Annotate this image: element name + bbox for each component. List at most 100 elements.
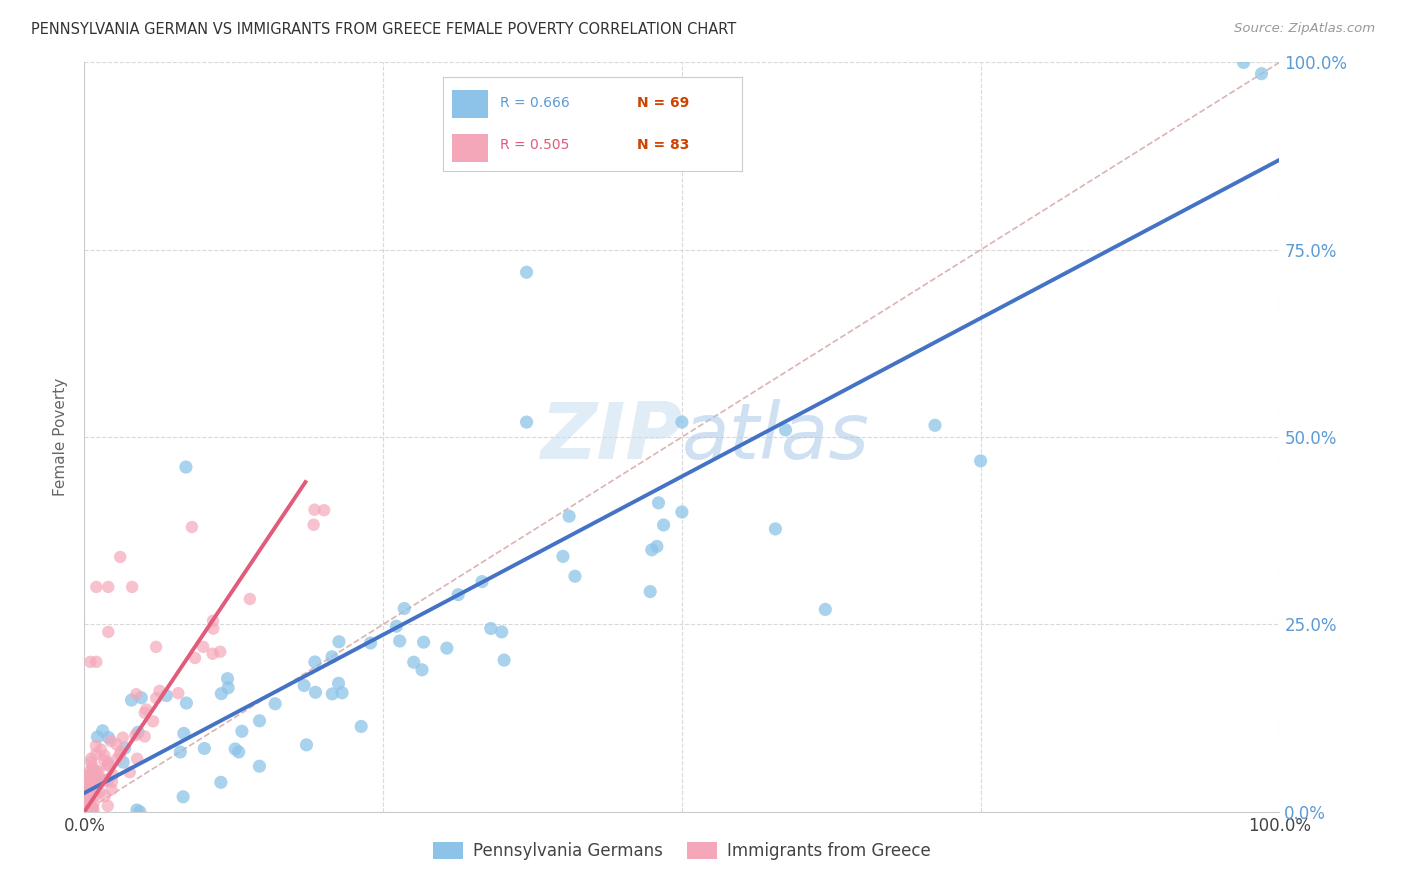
Point bbox=[201, 647, 224, 661]
Point bbox=[134, 706, 156, 720]
Point bbox=[97, 757, 120, 772]
Point bbox=[193, 741, 215, 756]
Point bbox=[79, 779, 101, 793]
Point bbox=[558, 509, 581, 524]
Point bbox=[145, 640, 167, 654]
Point bbox=[321, 649, 343, 664]
Point bbox=[969, 454, 991, 468]
Point bbox=[101, 774, 124, 789]
Point bbox=[304, 655, 326, 669]
Point bbox=[224, 742, 246, 756]
Point bbox=[125, 803, 148, 817]
Point bbox=[647, 496, 669, 510]
Point bbox=[814, 602, 837, 616]
Point bbox=[84, 739, 107, 753]
Point bbox=[127, 725, 149, 739]
Point bbox=[91, 723, 114, 738]
Point bbox=[100, 734, 122, 748]
Point bbox=[118, 765, 141, 780]
Point bbox=[86, 772, 108, 786]
Point bbox=[89, 785, 111, 799]
Point bbox=[97, 731, 120, 745]
Point bbox=[292, 678, 315, 692]
Point bbox=[471, 574, 494, 589]
Point bbox=[202, 622, 225, 636]
Point bbox=[1250, 67, 1272, 81]
Point bbox=[84, 747, 107, 762]
Point bbox=[167, 686, 190, 700]
Point bbox=[82, 758, 104, 772]
Point bbox=[516, 265, 538, 279]
Point bbox=[217, 672, 239, 686]
Point bbox=[77, 805, 100, 819]
Point bbox=[94, 773, 117, 788]
Point bbox=[86, 580, 108, 594]
Point bbox=[217, 681, 239, 695]
Point bbox=[149, 684, 172, 698]
Point bbox=[551, 145, 574, 160]
Point bbox=[314, 503, 336, 517]
Point bbox=[80, 751, 103, 765]
Point bbox=[100, 782, 122, 797]
Point bbox=[105, 738, 128, 752]
Point bbox=[83, 796, 105, 810]
Point bbox=[128, 805, 150, 819]
Point bbox=[76, 780, 98, 795]
Point bbox=[79, 764, 101, 779]
Point bbox=[209, 687, 232, 701]
Point bbox=[295, 738, 318, 752]
Point bbox=[76, 797, 98, 811]
Point bbox=[209, 775, 232, 789]
Point bbox=[79, 795, 101, 809]
Point bbox=[193, 640, 215, 654]
Point bbox=[176, 696, 198, 710]
Point bbox=[385, 619, 408, 633]
Point bbox=[447, 588, 470, 602]
Point bbox=[79, 778, 101, 792]
Point bbox=[80, 770, 103, 784]
Point bbox=[82, 800, 104, 814]
Point bbox=[321, 687, 343, 701]
Point bbox=[330, 686, 353, 700]
Point bbox=[101, 768, 124, 782]
Y-axis label: Female Poverty: Female Poverty bbox=[53, 378, 69, 496]
Point bbox=[228, 745, 250, 759]
Point bbox=[350, 719, 373, 733]
Point bbox=[328, 634, 350, 648]
Point bbox=[86, 767, 108, 781]
Point bbox=[93, 753, 115, 767]
Point bbox=[112, 755, 135, 769]
Point bbox=[97, 758, 120, 772]
Point bbox=[388, 634, 411, 648]
Point bbox=[76, 799, 98, 814]
Point bbox=[411, 663, 433, 677]
Point bbox=[174, 460, 197, 475]
Point bbox=[412, 635, 434, 649]
Point bbox=[1233, 55, 1256, 70]
Point bbox=[671, 505, 693, 519]
Point bbox=[97, 756, 120, 770]
Point bbox=[111, 731, 134, 745]
Point bbox=[105, 752, 128, 766]
Point bbox=[97, 580, 120, 594]
Legend: Pennsylvania Germans, Immigrants from Greece: Pennsylvania Germans, Immigrants from Gr… bbox=[426, 836, 938, 867]
Point bbox=[181, 520, 204, 534]
Point bbox=[83, 789, 105, 803]
Point bbox=[436, 641, 458, 656]
Point bbox=[564, 569, 586, 583]
Point bbox=[86, 655, 108, 669]
Point bbox=[80, 755, 103, 769]
Point bbox=[202, 614, 225, 628]
Point bbox=[76, 769, 98, 783]
Point bbox=[302, 517, 325, 532]
Point bbox=[87, 764, 110, 779]
Point bbox=[328, 676, 350, 690]
Point bbox=[108, 747, 131, 762]
Point bbox=[249, 714, 271, 728]
Point bbox=[209, 645, 232, 659]
Text: Source: ZipAtlas.com: Source: ZipAtlas.com bbox=[1234, 22, 1375, 36]
Point bbox=[491, 624, 513, 639]
Point bbox=[638, 584, 661, 599]
Point bbox=[479, 622, 502, 636]
Point bbox=[97, 624, 120, 639]
